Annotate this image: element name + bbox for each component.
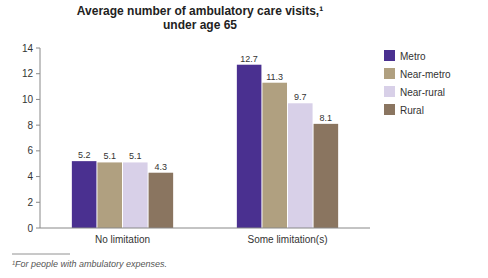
title-line: Average number of ambulatory care visits… bbox=[77, 4, 323, 18]
y-tick-label: 0 bbox=[27, 223, 33, 234]
legend-label: Near-metro bbox=[400, 69, 451, 80]
y-tick bbox=[36, 176, 40, 177]
y-tick-label: 12 bbox=[22, 68, 34, 79]
x-axis-line bbox=[40, 228, 370, 229]
y-tick-label: 6 bbox=[27, 145, 33, 156]
y-tick bbox=[36, 202, 40, 203]
chart-svg: Average number of ambulatory care visits… bbox=[0, 0, 488, 278]
y-tick-label: 4 bbox=[27, 171, 33, 182]
data-label: 5.1 bbox=[129, 151, 142, 161]
chart-container: Average number of ambulatory care visits… bbox=[0, 0, 488, 278]
bar bbox=[123, 162, 148, 228]
legend-swatch bbox=[384, 68, 395, 79]
data-label: 5.2 bbox=[78, 150, 91, 160]
bar bbox=[149, 173, 174, 228]
legend-swatch bbox=[384, 86, 395, 97]
bar bbox=[262, 83, 287, 228]
y-tick bbox=[36, 73, 40, 74]
legend-label: Near-rural bbox=[400, 87, 445, 98]
title: Average number of ambulatory care visits… bbox=[77, 4, 323, 32]
y-tick bbox=[36, 228, 40, 229]
data-label: 12.7 bbox=[240, 54, 258, 64]
legend-label: Metro bbox=[400, 51, 426, 62]
bars bbox=[72, 65, 338, 228]
y-tick-label: 2 bbox=[27, 197, 33, 208]
y-tick-label: 10 bbox=[22, 94, 34, 105]
x-axis: No limitation Some limitation(s) bbox=[40, 228, 370, 245]
legend-label: Rural bbox=[400, 105, 424, 116]
y-tick bbox=[36, 150, 40, 151]
y-tick bbox=[36, 48, 40, 49]
legend-swatch bbox=[384, 50, 395, 61]
bar bbox=[288, 103, 313, 228]
data-label: 9.7 bbox=[294, 92, 307, 102]
bar bbox=[72, 161, 97, 228]
legend: Metro Near-metro Near-rural Rural bbox=[384, 50, 451, 116]
y-tick-label: 8 bbox=[27, 120, 33, 131]
bar bbox=[314, 124, 339, 228]
y-tick-label: 14 bbox=[22, 43, 34, 54]
data-labels: 5.2 12.7 5.1 11.3 5.1 9.7 4.3 8.1 bbox=[78, 54, 332, 172]
bar bbox=[97, 162, 122, 228]
title-line: under age 65 bbox=[163, 18, 237, 32]
y-axis-line bbox=[40, 48, 41, 228]
x-tick-label: No limitation bbox=[95, 234, 150, 245]
y-tick bbox=[36, 125, 40, 126]
legend-swatch bbox=[384, 104, 395, 115]
y-tick bbox=[36, 99, 40, 100]
data-label: 8.1 bbox=[320, 113, 333, 123]
x-tick-label: Some limitation(s) bbox=[247, 234, 327, 245]
bar bbox=[237, 65, 262, 228]
data-label: 5.1 bbox=[103, 151, 116, 161]
data-label: 11.3 bbox=[266, 72, 283, 82]
footnote: ¹For people with ambulatory expenses. bbox=[12, 259, 167, 269]
data-label: 4.3 bbox=[155, 162, 168, 172]
y-axis: 0 2 4 6 8 10 12 14 bbox=[22, 43, 40, 234]
footnote-rule bbox=[12, 254, 70, 255]
